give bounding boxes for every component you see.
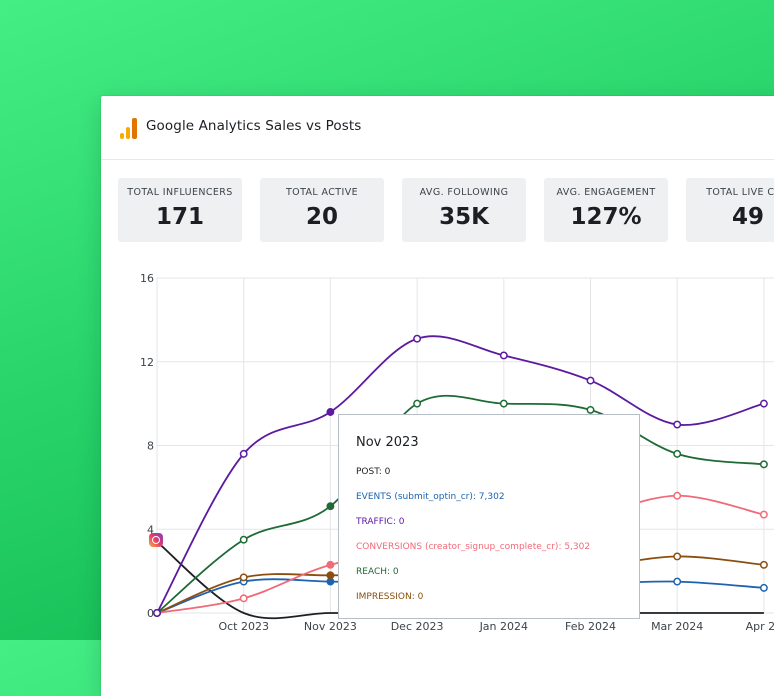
tooltip-row-key: REACH bbox=[356, 567, 387, 577]
tooltip-row-detail: (creator_signup_complete_cr) bbox=[422, 542, 559, 552]
series-line-reach bbox=[156, 394, 765, 614]
data-point-reach bbox=[673, 449, 682, 458]
data-point-reach bbox=[239, 535, 248, 544]
data-point-impression bbox=[326, 571, 335, 580]
chart-tooltip: Nov 2023 POST: 0 EVENTS (submit_optin_cr)… bbox=[338, 414, 640, 619]
x-tick-label: Feb 2024 bbox=[565, 620, 616, 633]
data-point-conversions bbox=[673, 491, 682, 500]
data-point-events bbox=[673, 577, 682, 586]
data-point-reach bbox=[326, 502, 335, 511]
stat-value: 20 bbox=[305, 204, 338, 230]
tooltip-row-value: 0 bbox=[392, 567, 399, 577]
tooltip-row-key: EVENTS bbox=[356, 492, 392, 502]
data-point-conversions bbox=[239, 594, 248, 603]
data-point-impression bbox=[759, 560, 768, 569]
stat-total-influencers: TOTAL INFLUENCERS 171 bbox=[118, 178, 242, 242]
data-point-impression bbox=[673, 552, 682, 561]
stat-total-active: TOTAL ACTIVE 20 bbox=[260, 178, 384, 242]
instagram-icon[interactable] bbox=[149, 533, 163, 547]
stat-label: TOTAL INFLUENCERS bbox=[127, 187, 233, 198]
tooltip-row-value: 0 bbox=[417, 592, 424, 602]
data-point-traffic bbox=[326, 408, 335, 416]
data-point-reach bbox=[586, 405, 595, 414]
data-point-reach bbox=[413, 399, 422, 408]
tooltip-row-traffic: TRAFFIC: 0 bbox=[356, 517, 405, 527]
x-tick-label: Nov 2023 bbox=[304, 620, 357, 633]
card-header: Google Analytics Sales vs Posts bbox=[101, 96, 774, 160]
tooltip-row-key: POST bbox=[356, 467, 379, 477]
stat-value: 35K bbox=[439, 204, 489, 230]
tooltip-row-key: CONVERSIONS bbox=[356, 542, 423, 552]
y-tick-label: 16 bbox=[140, 272, 154, 285]
tooltip-row-detail: (submit_optin_cr) bbox=[391, 492, 473, 502]
data-point-traffic bbox=[673, 420, 682, 429]
data-point-reach bbox=[499, 399, 508, 408]
tooltip-row-conversions: CONVERSIONS (creator_signup_complete_cr)… bbox=[356, 542, 591, 552]
y-tick-label: 8 bbox=[147, 440, 154, 453]
tooltip-row-value: 0 bbox=[398, 517, 405, 527]
x-tick-label: Jan 2024 bbox=[479, 620, 528, 633]
data-point-traffic bbox=[499, 351, 508, 360]
tooltip-row-post: POST: 0 bbox=[356, 467, 391, 477]
data-point-conversions bbox=[326, 560, 335, 569]
stat-label: AVG. FOLLOWING bbox=[419, 187, 509, 198]
data-point-impression bbox=[239, 573, 248, 582]
tooltip-row-key: IMPRESSION bbox=[356, 592, 412, 602]
stat-total-live-content: TOTAL LIVE CON 49 bbox=[686, 178, 774, 242]
stat-value: 171 bbox=[155, 204, 204, 230]
tooltip-row-value: 0 bbox=[384, 467, 391, 477]
y-tick-label: 12 bbox=[140, 356, 154, 369]
tooltip-row-events: EVENTS (submit_optin_cr): 7,302 bbox=[356, 492, 505, 502]
tooltip-row-value: 7,302 bbox=[478, 492, 505, 502]
y-tick-label: 4 bbox=[147, 523, 154, 536]
data-point-traffic bbox=[239, 449, 248, 458]
tooltip-row-impression: IMPRESSION: 0 bbox=[356, 592, 424, 602]
data-point-events bbox=[326, 577, 335, 586]
data-point-traffic bbox=[586, 376, 595, 385]
page-title: Google Analytics Sales vs Posts bbox=[146, 118, 362, 134]
x-tick-label: Mar 2024 bbox=[651, 620, 703, 633]
data-point-traffic bbox=[759, 399, 768, 408]
x-tick-label: Apr 20 bbox=[746, 620, 774, 633]
stat-avg-following: AVG. FOLLOWING 35K bbox=[402, 178, 526, 242]
x-tick-label: Dec 2023 bbox=[391, 620, 444, 633]
stat-value: 127% bbox=[570, 204, 642, 230]
stat-label: TOTAL ACTIVE bbox=[285, 187, 359, 198]
data-point-traffic bbox=[153, 609, 161, 617]
stat-avg-engagement: AVG. ENGAGEMENT 127% bbox=[544, 178, 668, 242]
tooltip-title: Nov 2023 bbox=[356, 435, 419, 450]
stat-label: AVG. ENGAGEMENT bbox=[556, 187, 656, 198]
tooltip-row-reach: REACH: 0 bbox=[356, 567, 399, 577]
tooltip-row-value: 5,302 bbox=[564, 542, 591, 552]
data-point-conversions bbox=[759, 510, 768, 519]
data-point-reach bbox=[759, 460, 768, 469]
stat-label: TOTAL LIVE CON bbox=[706, 187, 774, 198]
google-analytics-logo-icon bbox=[120, 117, 140, 139]
x-tick-label: Oct 2023 bbox=[218, 620, 269, 633]
data-point-traffic bbox=[413, 334, 422, 343]
y-tick-label: 0 bbox=[147, 607, 154, 620]
data-point-events bbox=[759, 583, 768, 592]
tooltip-row-key: TRAFFIC bbox=[356, 517, 393, 527]
stat-value: 49 bbox=[731, 204, 764, 230]
